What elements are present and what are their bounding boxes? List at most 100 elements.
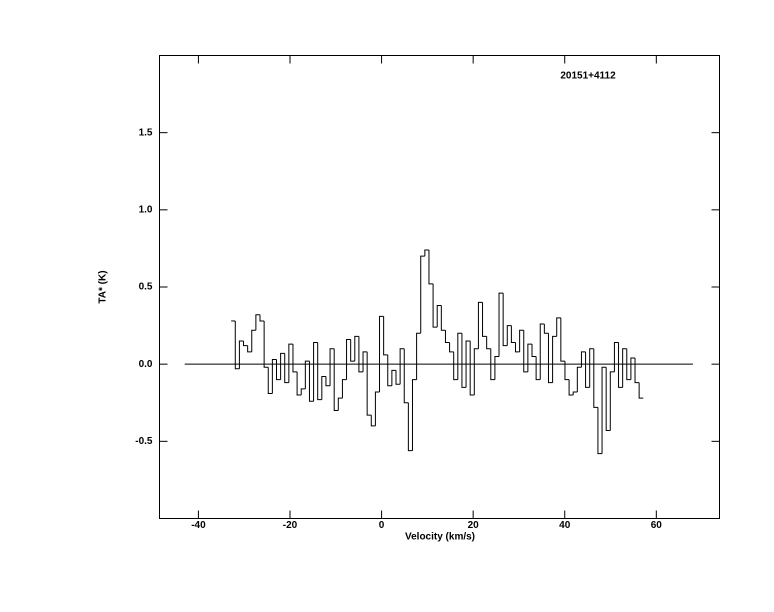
spectrum-channel: [391, 369, 396, 386]
spectrum-channel: [346, 338, 351, 380]
spectrum-channel: [255, 314, 261, 331]
spectrum-channel: [275, 359, 281, 381]
y-tick-label: 0.0: [139, 359, 153, 370]
spectrum-channel: [416, 332, 421, 380]
x-tick-label: 60: [651, 520, 663, 531]
spectrum-channel: [308, 361, 314, 402]
spectrum-channel: [568, 379, 574, 396]
spectrum-channel: [477, 301, 483, 349]
spectrum-channel: [379, 315, 384, 392]
spectrum-channel: [519, 329, 524, 352]
spectrum-channel: [247, 345, 252, 353]
spectrum-channel: [502, 293, 508, 347]
spectrum-channel: [547, 333, 553, 384]
spectrum-channel: [259, 314, 265, 322]
spectrum-channel: [436, 305, 442, 328]
annotation: 20151+4112: [560, 71, 616, 82]
y-tick-label: 1.5: [139, 127, 153, 138]
spectrum-channel: [609, 371, 615, 431]
spectrum-channel: [280, 352, 285, 380]
spectrum-channel: [560, 317, 565, 362]
x-tick-label: -40: [191, 520, 206, 531]
spectrum-channel: [420, 255, 425, 334]
spectrum-channel: [622, 348, 627, 388]
spectrum-channel: [630, 357, 636, 380]
spectrum-channel: [383, 316, 388, 356]
spectrum-channel: [263, 320, 269, 368]
spectrum-channel: [535, 356, 541, 381]
spectrum-channel: [243, 341, 248, 347]
spectrum-channel: [539, 323, 545, 380]
plot-frame: [159, 55, 720, 519]
spectrum-channel: [572, 391, 578, 396]
spectrum-channel: [490, 348, 495, 381]
spectrum-channel: [251, 329, 256, 352]
spectrum-channel: [444, 330, 450, 344]
spectrum-channel: [469, 341, 475, 396]
spectrum-channel: [325, 376, 331, 387]
spectrum-channel: [605, 367, 611, 432]
spectrum-channel: [440, 305, 446, 331]
spectrum-channel: [486, 336, 491, 350]
spectrum-channel: [613, 342, 619, 372]
y-tick-label: 1.0: [139, 204, 153, 215]
x-tick-label: -20: [283, 520, 298, 531]
spectrum-channel: [374, 391, 380, 426]
spectrum-channel: [313, 342, 318, 402]
spectrum-channel: [271, 359, 277, 394]
spectrum-channel: [300, 388, 306, 396]
spectrum-channel: [506, 325, 512, 346]
spectrum-channel: [618, 342, 623, 388]
spectrum-channel: [288, 343, 293, 383]
spectrum-channel: [473, 348, 479, 396]
x-tick-label: 0: [379, 520, 385, 531]
spectrum-channel: [358, 336, 364, 373]
spectrum-channel: [597, 407, 603, 455]
spectrum-channel: [317, 342, 322, 401]
spectrum-channel: [465, 340, 471, 388]
spectrum-channel: [482, 302, 487, 337]
spectrum-channel: [267, 367, 273, 394]
spectrum-channel: [634, 357, 640, 384]
spectrum-channel: [552, 335, 557, 383]
spectrum-channel: [457, 332, 462, 380]
spectrum-channel: [564, 361, 570, 381]
spectrum-channel: [362, 351, 368, 372]
y-axis-label: TA* (K): [98, 270, 109, 303]
spectrum-channel: [411, 379, 417, 451]
spectrum-channel: [515, 342, 520, 353]
spectrum-channel: [543, 324, 549, 334]
spectrum-channel: [403, 348, 409, 404]
spectrum-channel: [449, 342, 454, 353]
spectrum-channel: [238, 340, 244, 369]
spectrum-channel: [461, 333, 467, 388]
spectrum-channel: [498, 292, 504, 357]
spectrum-channel: [432, 283, 438, 328]
spectrum-channel: [424, 249, 429, 257]
spectrum-channel: [354, 335, 359, 362]
spectrum-channel: [589, 348, 594, 388]
x-tick-label: 40: [559, 520, 571, 531]
spectrum-channel: [329, 348, 335, 386]
spectrum-channel: [638, 382, 644, 399]
spectrum-channel: [321, 376, 326, 400]
y-tick-label: 0.5: [139, 282, 153, 293]
x-tick-label: 20: [468, 520, 480, 531]
spectrum-channel: [399, 348, 405, 385]
spectrum-channel: [341, 379, 347, 399]
spectrum-channel: [234, 320, 240, 370]
spectrum-channel: [350, 339, 355, 362]
spectrum-channel: [395, 370, 401, 385]
spectrum-channel: [337, 397, 343, 411]
spectrum-channel: [333, 348, 339, 411]
spectrum-channel: [580, 351, 586, 368]
spectrum-channel: [453, 351, 458, 381]
spectrum-channel: [366, 351, 372, 416]
spectrum-channel: [523, 330, 528, 373]
spectrum-channel: [494, 355, 500, 380]
y-tick-label: -0.5: [135, 436, 153, 447]
spectrum-channel: [296, 371, 302, 396]
spectrum-channel: [576, 366, 582, 392]
spectrum-channel: [626, 348, 631, 381]
